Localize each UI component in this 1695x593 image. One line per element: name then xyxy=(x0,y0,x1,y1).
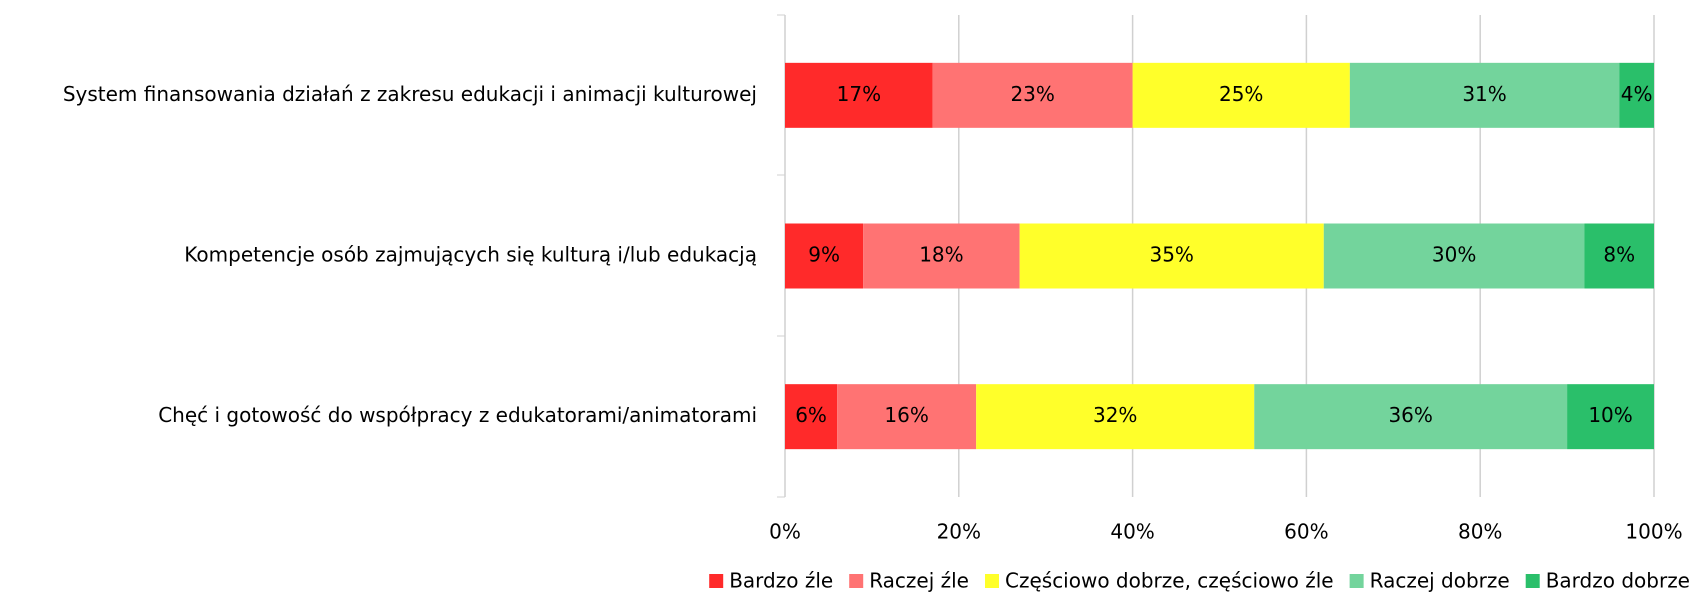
bar-segment xyxy=(1132,62,1350,128)
data-label: 6% xyxy=(795,403,827,427)
data-label: 36% xyxy=(1388,403,1432,427)
bar-segment xyxy=(1254,384,1568,450)
legend-swatch xyxy=(849,574,864,588)
x-tick-label: 20% xyxy=(937,520,981,544)
bar-segment xyxy=(1619,62,1654,128)
bar-segment xyxy=(976,384,1255,450)
bar-segment xyxy=(1323,223,1585,289)
bar-segment xyxy=(785,384,838,450)
data-label: 4% xyxy=(1621,82,1653,106)
category-label: Chęć i gotowość do współpracy z edukator… xyxy=(158,403,757,427)
data-label: 35% xyxy=(1149,243,1193,267)
bar-segment xyxy=(1584,223,1654,289)
x-tick-label: 0% xyxy=(769,520,801,544)
data-label: 18% xyxy=(919,243,963,267)
data-label: 31% xyxy=(1462,82,1506,106)
data-label: 17% xyxy=(837,82,881,106)
legend-swatch xyxy=(709,574,724,588)
data-label: 10% xyxy=(1588,403,1632,427)
category-label: Kompetencje osób zajmujących się kulturą… xyxy=(184,243,757,267)
bar-segment xyxy=(837,384,977,450)
bar-segment xyxy=(1567,384,1654,450)
legend-label: Raczej dobrze xyxy=(1370,569,1510,593)
legend-swatch xyxy=(985,574,999,588)
legend-swatch xyxy=(1525,574,1540,588)
data-label: 9% xyxy=(808,243,840,267)
legend-label: Raczej źle xyxy=(869,569,969,593)
data-label: 32% xyxy=(1093,403,1137,427)
bar-segment xyxy=(1019,223,1324,289)
x-tick-label: 40% xyxy=(1110,520,1154,544)
bar-segment xyxy=(785,62,933,128)
data-label: 16% xyxy=(884,403,928,427)
bar-segment xyxy=(863,223,1020,289)
bar-segment xyxy=(932,62,1133,128)
data-label: 23% xyxy=(1010,82,1054,106)
x-tick-label: 100% xyxy=(1625,520,1682,544)
x-tick-label: 60% xyxy=(1284,520,1328,544)
data-label: 8% xyxy=(1603,243,1635,267)
legend-swatch xyxy=(1349,574,1364,588)
legend-label: Bardzo dobrze xyxy=(1546,569,1690,593)
x-tick-label: 80% xyxy=(1458,520,1502,544)
bar-segment xyxy=(1349,62,1620,128)
legend-label: Częściowo dobrze, częściowo źle xyxy=(1005,569,1334,593)
data-label: 25% xyxy=(1219,82,1263,106)
legend-label: Bardzo źle xyxy=(729,569,833,593)
data-label: 30% xyxy=(1432,243,1476,267)
category-label: System finansowania działań z zakresu ed… xyxy=(63,82,757,106)
bar-segment xyxy=(785,223,864,289)
